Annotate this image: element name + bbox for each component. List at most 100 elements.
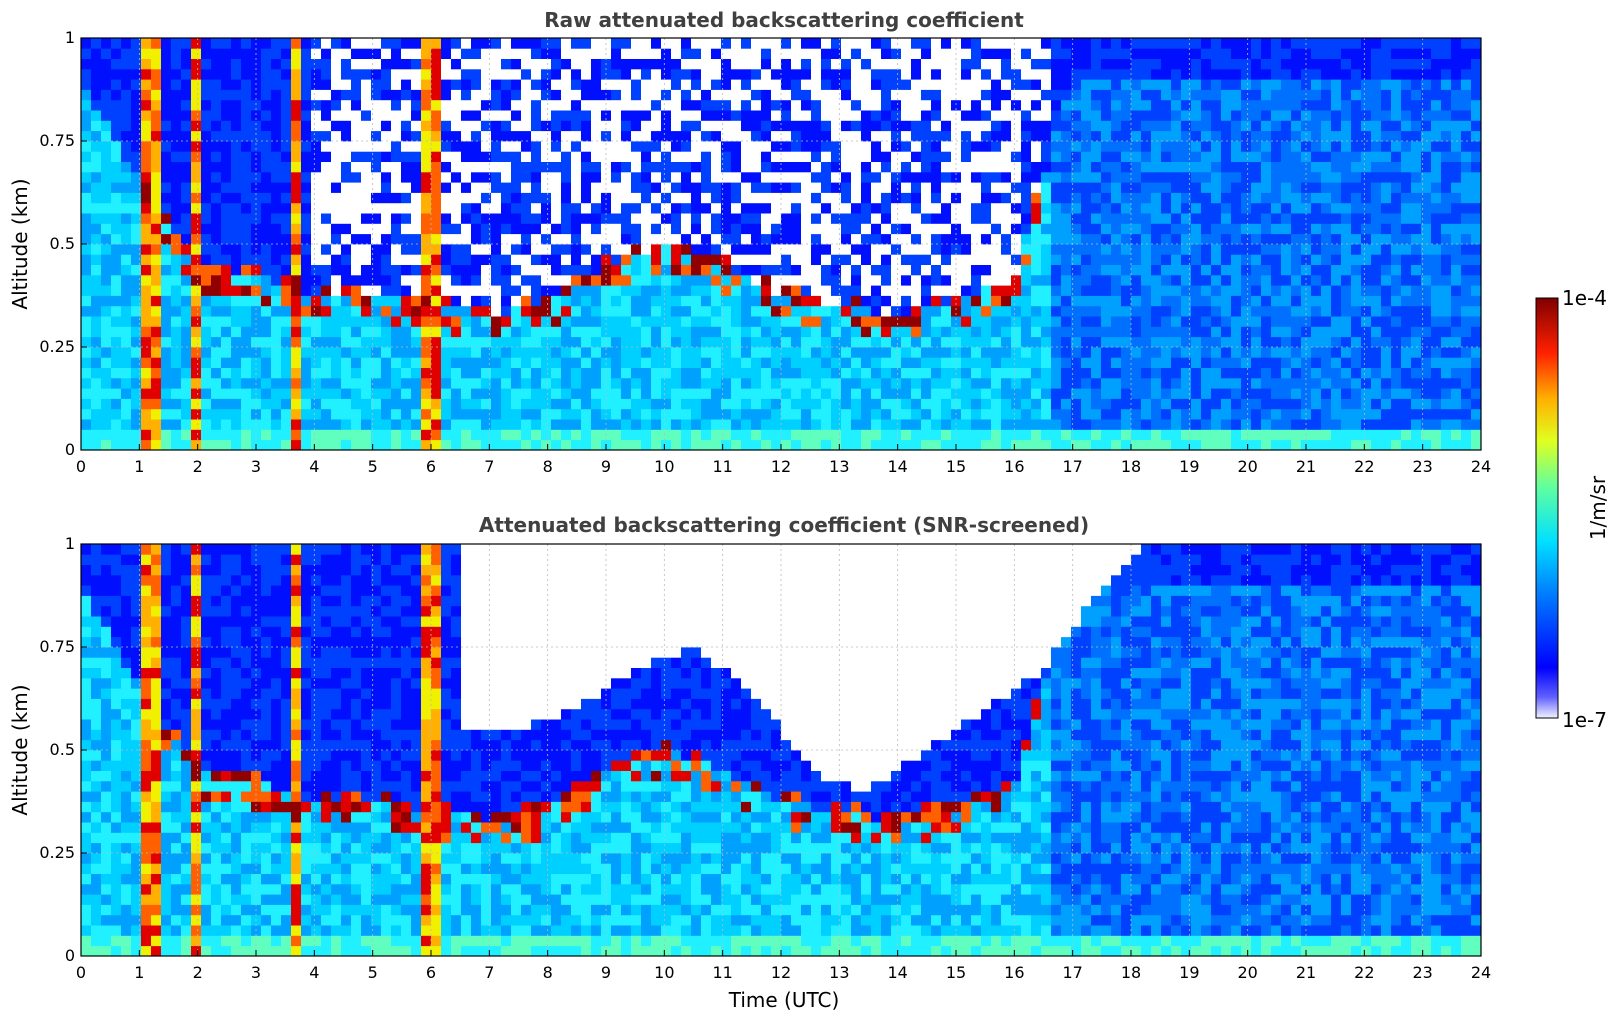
heatmap-cell <box>771 68 782 80</box>
heatmap-cell <box>621 244 632 255</box>
heatmap-cell <box>741 439 752 451</box>
heatmap-cell <box>391 439 402 451</box>
heatmap-cell <box>831 58 842 70</box>
heatmap-cell <box>81 233 92 245</box>
heatmap-cell <box>971 398 982 410</box>
heatmap-cell <box>1081 316 1092 327</box>
heatmap-cell <box>521 326 532 338</box>
heatmap-cell <box>681 38 692 49</box>
heatmap-cell <box>181 233 192 245</box>
heatmap-cell <box>1121 274 1132 286</box>
heatmap-cell <box>251 336 262 348</box>
heatmap-cell <box>451 439 462 451</box>
heatmap-cell <box>461 99 472 111</box>
heatmap-cell <box>1081 398 1092 410</box>
heatmap-cell <box>1191 336 1202 348</box>
heatmap-cell <box>781 244 792 255</box>
heatmap-cell <box>561 38 572 49</box>
heatmap-cell <box>191 120 202 132</box>
heatmap-cell <box>581 285 592 296</box>
heatmap-cell <box>181 264 192 276</box>
heatmap-cell <box>1001 182 1012 193</box>
heatmap-cell <box>1001 326 1012 338</box>
heatmap-cell <box>291 58 302 70</box>
heatmap-cell <box>671 79 682 90</box>
heatmap-cell <box>491 295 502 307</box>
heatmap-cell <box>281 141 292 152</box>
heatmap-cell <box>121 295 132 307</box>
heatmap-cell <box>1281 408 1292 420</box>
heatmap-cell <box>911 38 922 49</box>
heatmap-cell <box>341 336 352 348</box>
heatmap-cell <box>321 295 332 307</box>
heatmap-cell <box>671 295 682 307</box>
heatmap-cell <box>711 347 722 358</box>
heatmap-cell <box>141 398 152 410</box>
heatmap-cell <box>921 48 932 59</box>
heatmap-cell <box>361 398 372 410</box>
heatmap-cell <box>671 367 682 379</box>
heatmap-cell <box>471 182 482 193</box>
heatmap-cell <box>801 182 812 193</box>
heatmap-cell <box>1221 398 1232 410</box>
heatmap-cell <box>181 213 192 224</box>
heatmap-cell <box>1091 398 1102 410</box>
heatmap-cell <box>761 408 772 420</box>
heatmap-cell <box>181 141 192 152</box>
heatmap-cell <box>1021 439 1032 451</box>
heatmap-cell <box>201 171 212 183</box>
heatmap-cell <box>721 388 732 399</box>
heatmap-cell <box>1321 244 1332 255</box>
heatmap-cell <box>1211 161 1222 173</box>
heatmap-cell <box>961 99 972 111</box>
heatmap-cell <box>1201 377 1212 389</box>
heatmap-cell <box>891 79 902 90</box>
heatmap-cell <box>491 202 502 214</box>
heatmap-cell <box>1071 99 1082 111</box>
heatmap-cell <box>621 223 632 235</box>
heatmap-cell <box>701 367 712 379</box>
heatmap-cell <box>1161 408 1172 420</box>
heatmap-cell <box>421 254 432 265</box>
heatmap-cell <box>581 161 592 173</box>
heatmap-cell <box>121 388 132 399</box>
heatmap-cell <box>1041 48 1052 59</box>
heatmap-cell <box>1231 110 1242 121</box>
heatmap-cell <box>1271 326 1282 338</box>
heatmap-cell <box>421 336 432 348</box>
heatmap-cell <box>161 295 172 307</box>
heatmap-cell <box>641 326 652 338</box>
heatmap-cell <box>171 48 182 59</box>
heatmap-cell <box>441 192 452 204</box>
heatmap-cell <box>661 79 672 90</box>
heatmap-cell <box>211 223 222 235</box>
heatmap-cell <box>1281 316 1292 327</box>
heatmap-cell <box>241 202 252 214</box>
heatmap-cell <box>1151 398 1162 410</box>
heatmap-cell <box>921 285 932 296</box>
heatmap-cell <box>451 89 462 101</box>
heatmap-cell <box>1131 388 1142 399</box>
heatmap-cell <box>661 141 672 152</box>
heatmap-cell <box>321 171 332 183</box>
heatmap-cell <box>661 244 672 255</box>
heatmap-cell <box>821 151 832 162</box>
heatmap-cell <box>911 388 922 399</box>
heatmap-cell <box>551 192 562 204</box>
heatmap-cell <box>251 192 262 204</box>
heatmap-cell <box>1131 233 1142 245</box>
heatmap-cell <box>1161 213 1172 224</box>
heatmap-cell <box>301 141 312 152</box>
heatmap-cell <box>1241 141 1252 152</box>
heatmap-cell <box>381 130 392 142</box>
heatmap-cell <box>191 254 202 265</box>
heatmap-cell <box>191 68 202 80</box>
heatmap-cell <box>91 223 102 235</box>
heatmap-cell <box>1091 79 1102 90</box>
heatmap-cell <box>91 419 102 430</box>
heatmap-cell <box>221 38 232 49</box>
heatmap-cell <box>1141 326 1152 338</box>
heatmap-cell <box>421 202 432 214</box>
heatmap-cell <box>181 377 192 389</box>
heatmap-cell <box>861 326 872 338</box>
